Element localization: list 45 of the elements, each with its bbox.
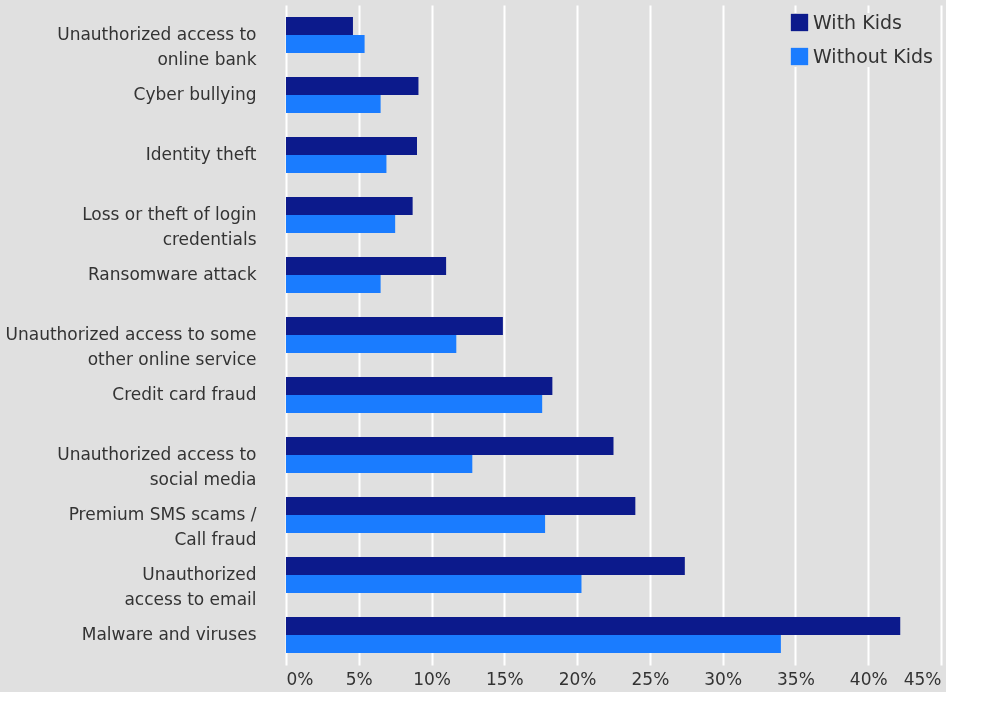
x-tick-label: 35% <box>777 668 815 689</box>
x-tick-label: 0% <box>286 668 314 689</box>
bar <box>286 575 582 593</box>
legend-label: With Kids <box>813 10 902 33</box>
y-tick-label: Loss or theft of login credentials <box>82 204 257 249</box>
x-tick-label: 25% <box>631 668 670 689</box>
bar <box>286 155 387 173</box>
x-tick-label: 15% <box>485 668 524 689</box>
bar <box>286 635 781 653</box>
bar <box>286 455 473 473</box>
x-tick-label: 10% <box>413 668 451 689</box>
bar <box>286 377 553 395</box>
x-tick-label: 5% <box>345 668 373 689</box>
y-tick-label: Ransomware attack <box>87 264 257 284</box>
y-tick-label: Credit card fraud <box>112 384 257 404</box>
bar <box>286 617 901 635</box>
bar <box>286 515 546 533</box>
y-tick-label: Malware and viruses <box>81 624 257 644</box>
bar <box>286 137 417 155</box>
y-tick-label: Identity theft <box>145 144 257 164</box>
bar <box>286 317 503 335</box>
bar <box>286 437 614 455</box>
bar <box>286 77 419 95</box>
bar <box>286 197 413 215</box>
bar <box>286 215 396 233</box>
y-tick-label: Unauthorized access to email <box>124 564 257 609</box>
y-tick-label: Unauthorized access to online bank <box>57 24 257 69</box>
bar <box>286 275 381 293</box>
bar <box>286 335 457 353</box>
y-tick-label: Cyber bullying <box>133 84 257 104</box>
bar <box>286 17 353 35</box>
bar <box>286 35 365 53</box>
y-tick-label: Unauthorized access to some other online service <box>5 324 257 369</box>
x-tick-label: 40% <box>849 668 888 689</box>
bar <box>286 395 543 413</box>
bar <box>286 497 636 515</box>
x-tick-label: 45% <box>903 668 942 689</box>
x-tick-label: 30% <box>704 668 743 689</box>
bar <box>286 257 447 275</box>
bar <box>286 95 381 113</box>
y-tick-label: Unauthorized access to social media <box>57 444 257 489</box>
x-tick-label: 20% <box>558 668 597 689</box>
legend-label: Without Kids <box>813 44 933 67</box>
bar <box>286 557 685 575</box>
y-tick-label: Premium SMS scams / Call fraud <box>68 504 257 549</box>
